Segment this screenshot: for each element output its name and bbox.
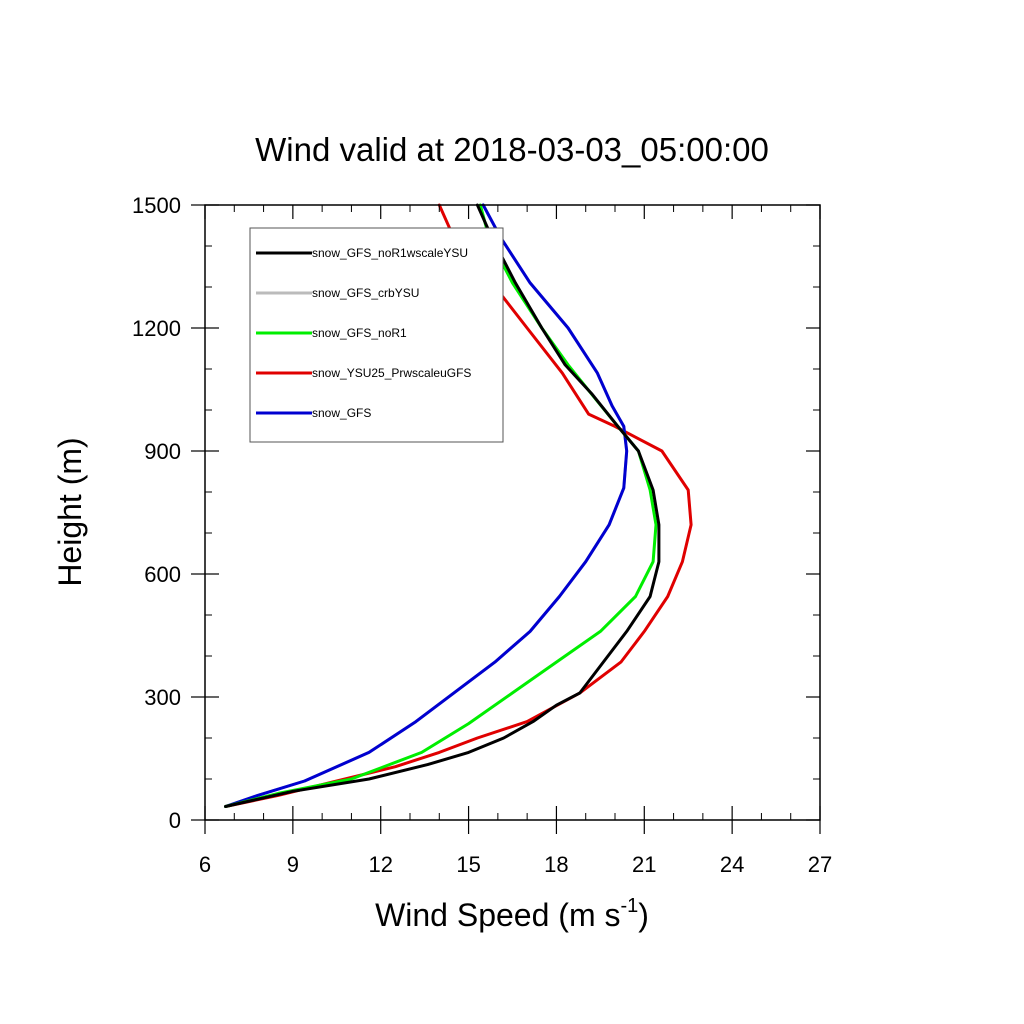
x-tick-label: 18	[544, 852, 568, 877]
x-tick-label: 21	[632, 852, 656, 877]
x-axis-title-main: Wind Speed (m s	[375, 897, 620, 933]
y-tick-label: 900	[144, 439, 181, 464]
x-tick-label: 12	[368, 852, 392, 877]
y-axis-title: Height (m)	[52, 437, 88, 586]
y-tick-label: 600	[144, 562, 181, 587]
x-axis-title-superscript: -1	[620, 895, 638, 917]
y-tick-label: 1200	[132, 316, 181, 341]
x-tick-label: 6	[199, 852, 211, 877]
legend-label: snow_GFS	[312, 406, 371, 420]
legend-box	[249, 227, 504, 443]
legend-label: snow_GFS_crbYSU	[312, 286, 419, 300]
x-tick-label: 15	[456, 852, 480, 877]
legend-label: snow_GFS_noR1	[312, 326, 407, 340]
x-axis-title-suffix: )	[638, 897, 649, 933]
x-axis-title: Wind Speed (m s-1)	[375, 895, 649, 933]
y-tick-label: 300	[144, 685, 181, 710]
series-line-snow_GFS	[224, 203, 629, 808]
x-tick-label: 24	[720, 852, 744, 877]
series-layer	[224, 203, 693, 808]
series-line-snow_GFS_noR1wscaleYSU	[224, 203, 661, 808]
series-line-snow_YSU25_PrwscaleuGFS	[224, 203, 693, 808]
plot-frame	[204, 204, 821, 821]
legend: snow_GFS_noR1wscaleYSU snow_GFS_crbYSUsno…	[249, 227, 504, 443]
legend-label: snow_YSU25_PrwscaleuGFS	[312, 366, 471, 380]
y-tick-label: 1500	[132, 193, 181, 218]
x-tick-label: 27	[808, 852, 832, 877]
y-tick-label: 0	[169, 808, 181, 833]
axes-layer: 6 9 12 15 18 21 24 27 0 300 600 900 1200 1500	[132, 193, 832, 877]
legend-label: snow_GFS_noR1wscaleYSU	[312, 246, 468, 260]
chart-title: Wind valid at 2018-03-03_05:00:00	[255, 131, 769, 168]
x-tick-label: 9	[287, 852, 299, 877]
